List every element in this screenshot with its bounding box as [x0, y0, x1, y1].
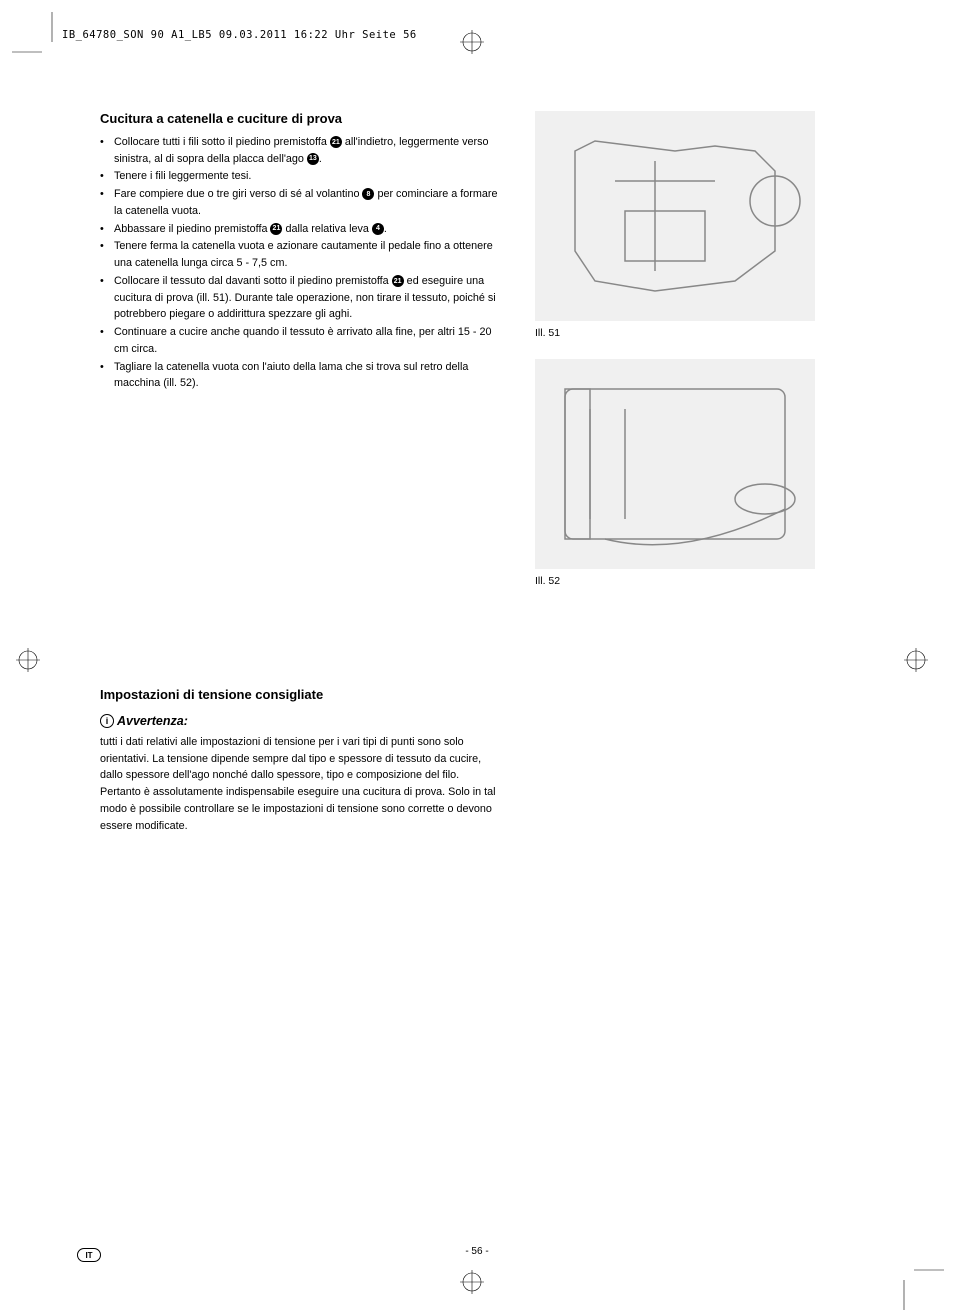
section2-title: Impostazioni di tensione consigliate [100, 687, 505, 702]
language-tag: IT [77, 1248, 101, 1262]
section2-para1: tutti i dati relativi alle impostazioni … [100, 734, 505, 784]
bullet-item: Abbassare il piedino premistoffa 21 dall… [100, 221, 505, 238]
ref-num-icon: 8 [362, 188, 374, 200]
warning-heading: i Avvertenza: [100, 714, 505, 728]
bullet-item: Fare compiere due o tre giri verso di sé… [100, 186, 505, 219]
figure-51: Ill. 51 [535, 111, 855, 339]
crop-mark-top [460, 30, 484, 54]
print-header: IB_64780_SON 90 A1_LB5 09.03.2011 16:22 … [62, 29, 417, 41]
section1-bullets: Collocare tutti i fili sotto il piedino … [100, 134, 505, 392]
section2-para2: Pertanto è assolutamente indispensabile … [100, 784, 505, 834]
ref-num-icon: 4 [372, 223, 384, 235]
ref-num-icon: 13 [307, 153, 319, 165]
bullet-item: Continuare a cucire anche quando il tess… [100, 324, 505, 357]
figure-52-image [535, 359, 815, 569]
figure-51-caption: Ill. 51 [535, 327, 855, 339]
ref-num-icon: 21 [392, 275, 404, 287]
figure-51-image [535, 111, 815, 321]
crop-mark-left [16, 648, 40, 672]
crop-mark-bottom [460, 1270, 484, 1294]
ref-num-icon: 21 [270, 223, 282, 235]
bullet-item: Tagliare la catenella vuota con l'aiuto … [100, 359, 505, 392]
inner-bracket-br [884, 1250, 944, 1310]
figure-52-caption: Ill. 52 [535, 575, 855, 587]
ref-num-icon: 21 [330, 136, 342, 148]
page-number: - 56 - [0, 1246, 954, 1257]
figure-52: Ill. 52 [535, 359, 855, 587]
bullet-item: Collocare tutti i fili sotto il piedino … [100, 134, 505, 167]
section1-title: Cucitura a catenella e cuciture di prova [100, 111, 505, 126]
info-icon: i [100, 714, 114, 728]
bullet-item: Tenere ferma la catenella vuota e aziona… [100, 238, 505, 271]
crop-mark-right [904, 648, 928, 672]
bullet-item: Collocare il tessuto dal davanti sotto i… [100, 273, 505, 323]
corner-bracket-tl [12, 12, 72, 72]
bullet-item: Tenere i fili leggermente tesi. [100, 168, 505, 185]
